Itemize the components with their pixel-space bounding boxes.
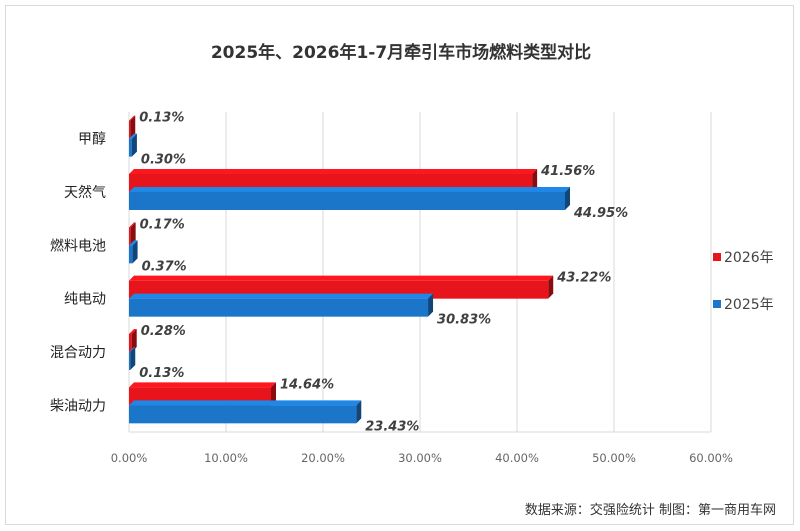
data-label: 0.13% [139, 366, 184, 381]
legend-swatch [713, 253, 721, 261]
bar-top-face [129, 329, 137, 334]
category-label: 混合动力 [50, 345, 106, 361]
bar-side-face [356, 400, 362, 424]
bar-2026 [129, 222, 136, 246]
bar-top-face [129, 222, 136, 228]
x-tick-label: 20.00% [301, 451, 345, 465]
legend-label: 2026年 [724, 250, 774, 266]
legend: 2026年 2025年 [713, 250, 774, 313]
bar-front-face [129, 334, 132, 352]
bar-2025 [129, 400, 362, 424]
bar-top-face [129, 169, 538, 174]
bar-side-face [131, 329, 137, 352]
bar-front-face [129, 138, 132, 157]
legend-label: 2025年 [724, 297, 774, 313]
data-label: 0.37% [142, 259, 187, 274]
data-label: 23.43% [365, 419, 419, 434]
bar-side-face [130, 222, 136, 246]
bar-top-face [129, 347, 136, 352]
x-tick-label: 0.00% [111, 451, 148, 465]
bar-side-face [532, 169, 538, 192]
bar-side-face [130, 115, 136, 139]
source-note: 数据来源：交强险统计 制图：第一商用车网 [525, 502, 776, 518]
x-tick-labels: 0.00% 10.00% 20.00% 30.00% 40.00% 50.00% 60.00… [111, 451, 733, 465]
bar-top-face [129, 293, 434, 299]
x-tick-label: 10.00% [204, 451, 248, 465]
bar-top-face [129, 400, 362, 406]
bar-2025 [129, 240, 138, 264]
bar-front-face [129, 298, 429, 317]
bar-side-face [131, 133, 137, 157]
bar-top-face [129, 187, 571, 192]
bar-2025 [129, 187, 571, 210]
bar-top-face [129, 275, 554, 281]
bar-top-face [129, 115, 136, 121]
bar-front-face [129, 120, 131, 139]
bar-2026 [129, 115, 136, 139]
bar-side-face [130, 347, 136, 370]
chart-title: 2025年、2026年1-7月牵引车市场燃料类型对比 [211, 42, 591, 63]
data-label: 41.56% [540, 164, 595, 179]
bars: 0.13% 0.30% 41.56% 44.95% 0.17% 0.37% 43.22% 30… [129, 111, 628, 434]
legend-swatch [713, 300, 721, 308]
bar-top-face [129, 240, 138, 246]
bar-side-face [271, 382, 277, 406]
category-label: 柴油动力 [50, 398, 106, 414]
category-label: 纯电动 [64, 292, 106, 308]
bar-side-face [565, 187, 571, 210]
bar-chart: 2025年、2026年1-7月牵引车市场燃料类型对比 0.13% 0.30% 41.… [50, 42, 776, 518]
data-label: 44.95% [573, 206, 628, 221]
category-label: 燃料电池 [50, 237, 106, 254]
grid-lines [128, 112, 712, 433]
bar-side-face [132, 240, 138, 264]
bar-2025 [129, 133, 137, 157]
bar-front-face [129, 192, 566, 210]
bar-2026 [129, 329, 137, 352]
chart-frame: 2025年、2026年1-7月牵引车市场燃料类型对比 0.13% 0.30% 41.… [5, 5, 794, 525]
bar-front-face [129, 227, 131, 246]
bar-top-face [129, 133, 137, 139]
data-label: 30.83% [437, 313, 491, 328]
data-label: 43.22% [556, 271, 611, 286]
category-label: 天然气 [64, 184, 106, 201]
bar-side-face [548, 275, 554, 299]
data-label: 0.28% [141, 324, 186, 339]
data-label: 14.64% [280, 377, 334, 392]
x-tick-label: 40.00% [495, 451, 539, 465]
data-label: 0.30% [141, 153, 186, 168]
bar-2025 [129, 293, 434, 317]
x-tick-label: 60.00% [689, 451, 733, 465]
x-tick-label: 30.00% [398, 451, 442, 465]
x-tick-label: 50.00% [592, 451, 636, 465]
data-label: 0.13% [139, 111, 184, 126]
bar-front-face [129, 352, 131, 370]
bar-front-face [129, 405, 357, 424]
category-label: 甲醇 [78, 131, 106, 148]
bar-side-face [428, 293, 434, 317]
bar-2025 [129, 347, 136, 370]
data-label: 0.17% [140, 217, 185, 232]
bar-front-face [129, 245, 133, 264]
bar-top-face [129, 382, 277, 388]
